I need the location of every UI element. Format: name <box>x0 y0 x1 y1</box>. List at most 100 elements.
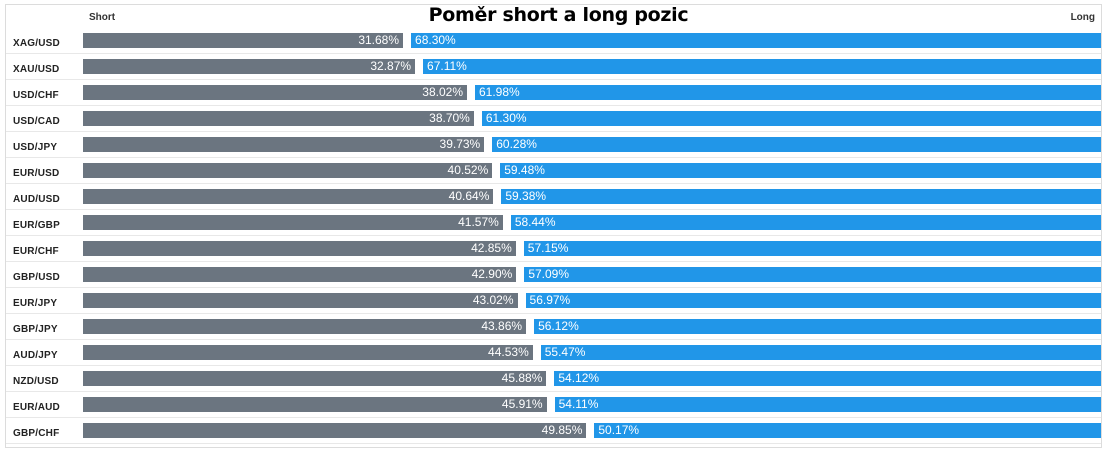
category-label: EUR/JPY <box>13 298 58 309</box>
chart-row: XAU/USD 32.87% 67.11% <box>0 57 1107 83</box>
category-label: XAG/USD <box>13 38 60 49</box>
chart-row: XAG/USD 31.68% 68.30% <box>0 31 1107 57</box>
long-bar <box>492 137 1101 152</box>
long-bar <box>594 423 1101 438</box>
chart-row: USD/CHF 38.02% 61.98% <box>0 83 1107 109</box>
short-value-label: 38.70% <box>429 111 470 125</box>
long-value-label: 56.12% <box>538 319 579 333</box>
category-label: XAU/USD <box>13 64 60 75</box>
chart-title: Poměr short a long pozic <box>428 4 689 26</box>
long-value-label: 50.17% <box>598 423 640 437</box>
category-label: GBP/JPY <box>13 324 58 335</box>
short-bar <box>83 423 587 438</box>
row-divider <box>6 157 1101 158</box>
category-label: USD/CHF <box>13 90 59 101</box>
row-divider <box>6 417 1101 418</box>
chart-row: USD/CAD 38.70% 61.30% <box>0 109 1107 135</box>
short-value-label: 43.02% <box>472 293 514 307</box>
long-value-label: 54.12% <box>558 371 600 385</box>
short-bar <box>83 33 404 48</box>
row-divider <box>6 287 1101 288</box>
short-value-label: 39.73% <box>439 137 481 151</box>
short-bar <box>83 319 527 334</box>
short-bar <box>83 293 518 308</box>
category-label: GBP/USD <box>13 272 60 283</box>
chart-row: NZD/USD 45.88% 54.12% <box>0 369 1107 395</box>
chart-row: AUD/USD 40.64% 59.38% <box>0 187 1107 213</box>
chart-row: EUR/CHF 42.85% 57.15% <box>0 239 1107 265</box>
long-bar <box>481 111 1101 126</box>
long-value-label: 68.30% <box>415 33 456 47</box>
short-value-label: 45.88% <box>501 371 543 385</box>
short-value-label: 43.86% <box>481 319 523 333</box>
chart-row: AUD/JPY 44.53% 55.47% <box>0 343 1107 369</box>
row-divider <box>6 183 1101 184</box>
short-bar <box>83 345 533 360</box>
row-divider <box>6 313 1101 314</box>
long-bar <box>540 345 1101 360</box>
long-value-label: 61.30% <box>485 111 527 125</box>
category-label: EUR/GBP <box>13 220 60 231</box>
long-bar <box>524 267 1101 282</box>
short-bar <box>83 371 547 386</box>
short-bar <box>83 85 467 100</box>
row-divider <box>6 235 1101 236</box>
row-divider <box>6 53 1101 54</box>
short-bar <box>83 59 416 74</box>
chart-row: EUR/GBP 41.57% 58.44% <box>0 213 1107 239</box>
row-divider <box>6 131 1101 132</box>
short-bar <box>83 111 474 126</box>
category-label: NZD/USD <box>13 376 59 387</box>
short-value-label: 45.91% <box>501 397 543 411</box>
long-value-label: 61.98% <box>479 85 520 99</box>
short-bar <box>83 267 517 282</box>
long-value-label: 60.28% <box>496 137 537 151</box>
category-label: USD/CAD <box>13 116 60 127</box>
short-value-label: 32.87% <box>370 59 412 73</box>
category-label: GBP/CHF <box>13 428 60 439</box>
long-bar <box>534 319 1101 334</box>
row-divider <box>6 79 1101 80</box>
short-value-label: 42.85% <box>471 241 512 255</box>
chart-row: GBP/JPY 43.86% 56.12% <box>0 317 1107 343</box>
chart-row: GBP/CHF 49.85% 50.17% <box>0 421 1107 447</box>
row-divider <box>6 261 1101 262</box>
short-value-label: 49.85% <box>541 423 583 437</box>
long-bar <box>501 189 1101 204</box>
long-value-label: 67.11% <box>427 59 467 73</box>
chart-row: USD/JPY 39.73% 60.28% <box>0 135 1107 161</box>
category-label: AUD/JPY <box>13 350 58 361</box>
long-value-label: 57.15% <box>527 241 569 255</box>
row-divider <box>6 443 1101 444</box>
long-bar <box>423 59 1101 74</box>
short-value-label: 40.64% <box>448 189 490 203</box>
chart-row: EUR/AUD 45.91% 54.11% <box>0 395 1107 421</box>
short-value-label: 41.57% <box>458 215 499 229</box>
row-divider <box>6 209 1101 210</box>
long-value-label: 57.09% <box>528 267 570 281</box>
short-bar <box>83 241 516 256</box>
long-value-label: 59.38% <box>505 189 547 203</box>
category-label: AUD/USD <box>13 194 60 205</box>
short-value-label: 42.90% <box>471 267 513 281</box>
chart-row: EUR/USD 40.52% 59.48% <box>0 161 1107 187</box>
category-label: EUR/AUD <box>13 402 60 413</box>
row-divider <box>6 105 1101 106</box>
long-header: Long <box>1070 12 1095 23</box>
long-bar <box>554 397 1101 412</box>
short-value-label: 31.68% <box>358 33 400 47</box>
long-bar <box>510 215 1101 230</box>
long-bar <box>475 85 1101 100</box>
chart-row: GBP/USD 42.90% 57.09% <box>0 265 1107 291</box>
long-value-label: 55.47% <box>544 345 586 359</box>
row-divider <box>6 391 1101 392</box>
short-bar <box>83 163 493 178</box>
short-bar <box>83 189 494 204</box>
short-header: Short <box>89 12 116 23</box>
category-label: USD/JPY <box>13 142 58 153</box>
long-bar <box>554 371 1101 386</box>
long-value-label: 58.44% <box>514 215 556 229</box>
short-value-label: 40.52% <box>447 163 489 177</box>
long-bar <box>411 33 1101 48</box>
